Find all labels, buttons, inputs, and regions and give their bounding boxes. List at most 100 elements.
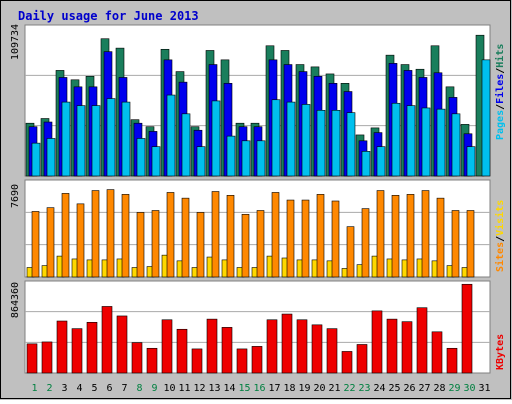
pages-bar: [46, 138, 56, 177]
kbytes-bar: [251, 346, 263, 374]
pages-bar: [286, 101, 296, 177]
kbytes-bar: [431, 331, 443, 374]
sites-bar: [346, 226, 355, 278]
day-label: 28: [433, 383, 445, 394]
legend-item: /: [495, 236, 506, 242]
kbytes-bar: [296, 319, 308, 374]
pages-bar: [211, 100, 221, 177]
legend-item: Pages: [495, 110, 506, 140]
day-label: 13: [208, 383, 220, 394]
pages-bar: [436, 108, 446, 177]
pages-bar: [346, 112, 356, 177]
sites-bar: [61, 193, 70, 278]
kbytes-bar: [386, 318, 398, 374]
pages-bar: [181, 113, 191, 177]
legend-item: /: [495, 104, 506, 110]
kbytes-bar: [41, 341, 53, 374]
pages-bar: [301, 104, 311, 177]
day-label: 21: [328, 383, 340, 394]
sites-bar: [316, 194, 325, 278]
pages-bar: [76, 105, 86, 177]
pages-bar: [391, 102, 401, 177]
legend-item: Hits: [494, 44, 506, 68]
kbytes-bar: [371, 310, 383, 374]
sites-bar: [436, 197, 445, 278]
kbytes-legend: KBytes: [495, 334, 506, 370]
day-label: 25: [388, 383, 400, 394]
pages-bar: [271, 99, 281, 177]
legend-item: /: [495, 68, 506, 74]
day-label: 2: [46, 383, 52, 394]
kbytes-bar: [281, 313, 293, 374]
day-label: 30: [463, 383, 475, 394]
day-label: 8: [136, 383, 142, 394]
sites-bar: [256, 210, 265, 278]
sites-bar: [106, 189, 115, 278]
sites-bar: [196, 212, 205, 278]
kbytes-bar: [401, 321, 413, 374]
kbytes-bar: [311, 324, 323, 374]
pages-bar: [61, 101, 71, 177]
kbytes-bar: [416, 307, 428, 374]
day-label: 24: [373, 383, 385, 394]
day-label: 26: [403, 383, 415, 394]
day-label: 29: [448, 383, 460, 394]
day-label: 16: [253, 383, 265, 394]
day-label: 12: [193, 383, 205, 394]
day-label: 18: [283, 383, 295, 394]
pages-bar: [421, 107, 431, 177]
pages-bar: [256, 140, 266, 177]
kbytes-bar: [236, 348, 248, 374]
pages-bar: [466, 146, 476, 177]
day-label: 9: [151, 383, 157, 394]
sites-bar: [421, 190, 430, 278]
sites-bar: [391, 195, 400, 278]
sites-bar: [166, 192, 175, 278]
kbytes-bar: [71, 328, 83, 374]
sites-bar: [301, 199, 310, 278]
day-label: 5: [91, 383, 97, 394]
day-label: 23: [358, 383, 370, 394]
day-label: 3: [61, 383, 67, 394]
day-label: 20: [313, 383, 325, 394]
day-label: 15: [238, 383, 250, 394]
kbytes-bar: [26, 343, 38, 374]
day-label: 31: [478, 383, 490, 394]
kbytes-bar: [266, 319, 278, 374]
sites-visits-ymax-label: 7690: [10, 184, 21, 208]
sites-bar: [31, 211, 40, 278]
sites-bar: [211, 191, 220, 278]
hits-files-pages-ymax-label: 109734: [10, 24, 21, 60]
sites-bar: [181, 197, 190, 278]
pages-bar: [406, 105, 416, 177]
pages-bar: [31, 142, 41, 177]
kbytes-bar: [356, 344, 368, 374]
sites-bar: [46, 207, 55, 278]
pages-bar: [106, 98, 116, 177]
pages-bar: [196, 146, 206, 177]
kbytes-bar: [221, 327, 233, 374]
kbytes-bar: [326, 328, 338, 374]
kbytes-bar: [206, 318, 218, 374]
legend-item: Files: [494, 74, 506, 104]
kbytes-bar: [461, 283, 473, 374]
day-label: 1: [31, 383, 37, 394]
legend-item: Sites: [494, 242, 506, 272]
pages-bar: [361, 151, 371, 177]
kbytes-ymax-label: 864360: [10, 282, 21, 318]
day-label: 22: [343, 383, 355, 394]
day-labels: 1 2 3 4 5 6 7 8 9 10 11 12 13 14 15 16 17 18 19 20 21 22 23 24 2…: [31, 383, 490, 394]
chart-bars: [25, 34, 491, 374]
legend-item: Visits: [494, 200, 506, 236]
kbytes-bar: [161, 319, 173, 374]
day-label: 14: [223, 383, 235, 394]
kbytes-bar: [131, 342, 143, 374]
sites-bar: [406, 194, 415, 278]
day-label: 27: [418, 383, 430, 394]
day-label: 17: [268, 383, 280, 394]
sites-bar: [451, 210, 460, 278]
day-label: 10: [163, 383, 175, 394]
